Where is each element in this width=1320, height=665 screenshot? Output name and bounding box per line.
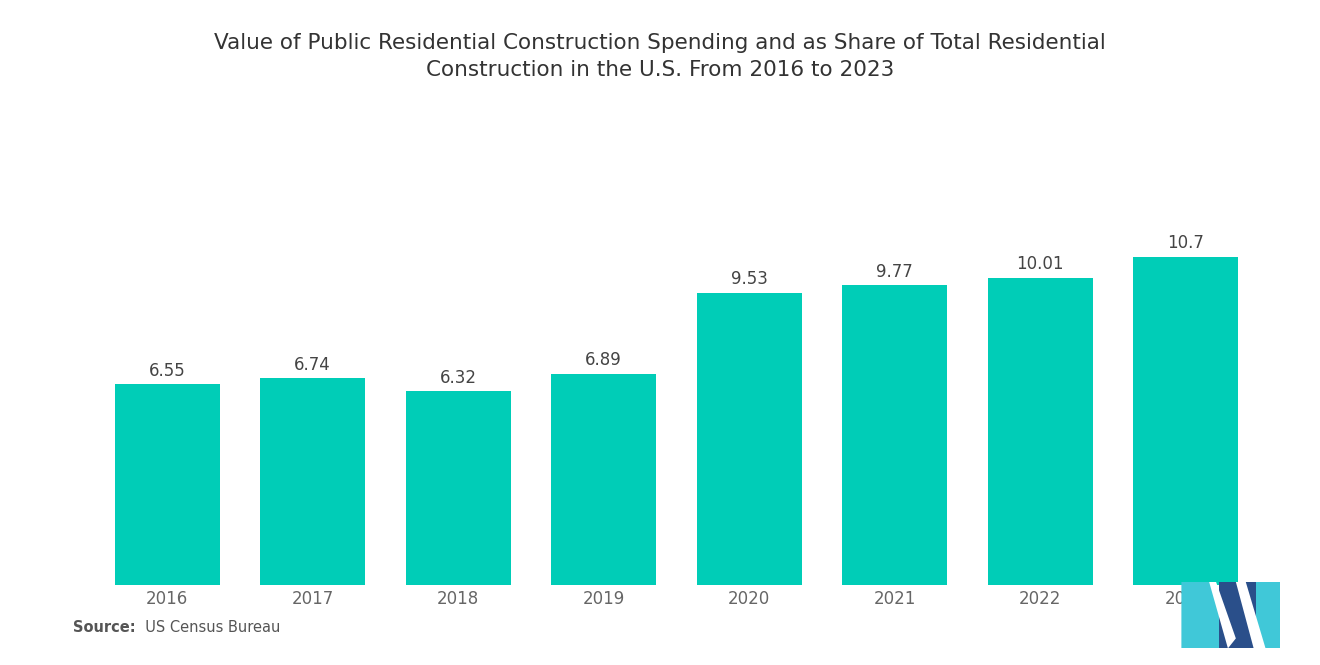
Polygon shape — [1181, 582, 1236, 648]
Text: 6.55: 6.55 — [149, 362, 186, 380]
Text: Value of Public Residential Construction Spending and as Share of Total Resident: Value of Public Residential Construction… — [214, 33, 1106, 80]
Text: Source:: Source: — [73, 620, 135, 635]
Bar — [987, 278, 1093, 585]
Text: 9.53: 9.53 — [731, 270, 768, 288]
Bar — [697, 293, 801, 585]
Text: 6.74: 6.74 — [294, 356, 331, 374]
Polygon shape — [1220, 582, 1280, 648]
Bar — [405, 391, 511, 585]
Text: US Census Bureau: US Census Bureau — [136, 620, 280, 635]
Bar — [552, 374, 656, 585]
Polygon shape — [1209, 582, 1236, 648]
Text: 6.32: 6.32 — [440, 368, 477, 386]
Text: 6.89: 6.89 — [585, 351, 622, 369]
Bar — [1134, 257, 1238, 585]
Bar — [260, 378, 366, 585]
Polygon shape — [1255, 582, 1280, 648]
Text: 10.01: 10.01 — [1016, 255, 1064, 273]
Polygon shape — [1236, 582, 1266, 648]
Bar — [842, 285, 948, 585]
Bar — [115, 384, 219, 585]
Text: 10.7: 10.7 — [1167, 234, 1204, 252]
Text: 9.77: 9.77 — [876, 263, 913, 281]
